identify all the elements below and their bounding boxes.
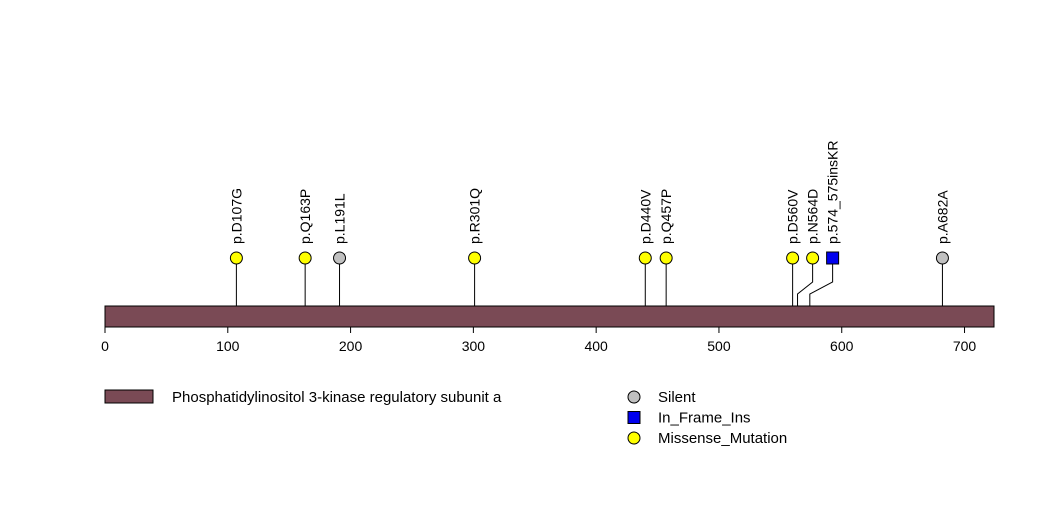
mutation-marker (826, 251, 840, 265)
mutation-marker (806, 251, 820, 265)
mutation-marker (298, 251, 312, 265)
x-tick-label: 600 (830, 338, 854, 354)
mutation-stem (797, 258, 814, 306)
x-tick-label: 500 (707, 338, 731, 354)
x-tick-label: 400 (584, 338, 608, 354)
mutation-marker (333, 251, 347, 265)
mutation-label: p.N564D (805, 189, 821, 244)
mutation-label: p.D560V (785, 189, 801, 244)
legend-mutation-type-label: Missense_Mutation (658, 430, 787, 447)
mutation-label: p.R301Q (467, 188, 483, 244)
mutation-label: p.D440V (637, 189, 653, 244)
legend-mutation-type-label: In_Frame_Ins (658, 410, 751, 427)
mutation-marker (659, 251, 673, 265)
legend-marker-square (627, 411, 641, 424)
mutation-label: p.Q163P (297, 189, 313, 244)
x-tick-label: 0 (101, 338, 109, 354)
mutation-label: p.L191L (332, 193, 348, 244)
x-tick-label: 100 (216, 338, 240, 354)
legend-mutation-type-label: Silent (658, 389, 696, 406)
mutation-marker (935, 251, 949, 265)
mutation-label: p.A682A (934, 190, 950, 244)
mutation-label: p.D107G (228, 188, 244, 244)
mutation-marker (638, 251, 652, 265)
x-tick-label: 300 (462, 338, 486, 354)
mutation-label: p.574_575insKR (825, 140, 841, 244)
x-tick-label: 200 (339, 338, 363, 354)
mutation-marker (468, 251, 482, 265)
legend-marker-circle (627, 390, 641, 404)
x-tick-label: 700 (953, 338, 977, 354)
legend-marker-circle (627, 431, 641, 445)
mutation-marker (229, 251, 243, 265)
legend-domain-label: Phosphatidylinositol 3-kinase regulatory… (172, 389, 502, 406)
mutation-label: p.Q457P (658, 189, 674, 244)
mutation-marker (786, 251, 800, 265)
legend-domain-swatch (104, 389, 154, 404)
domain-bar (104, 305, 995, 328)
mutation-stem (809, 258, 834, 306)
